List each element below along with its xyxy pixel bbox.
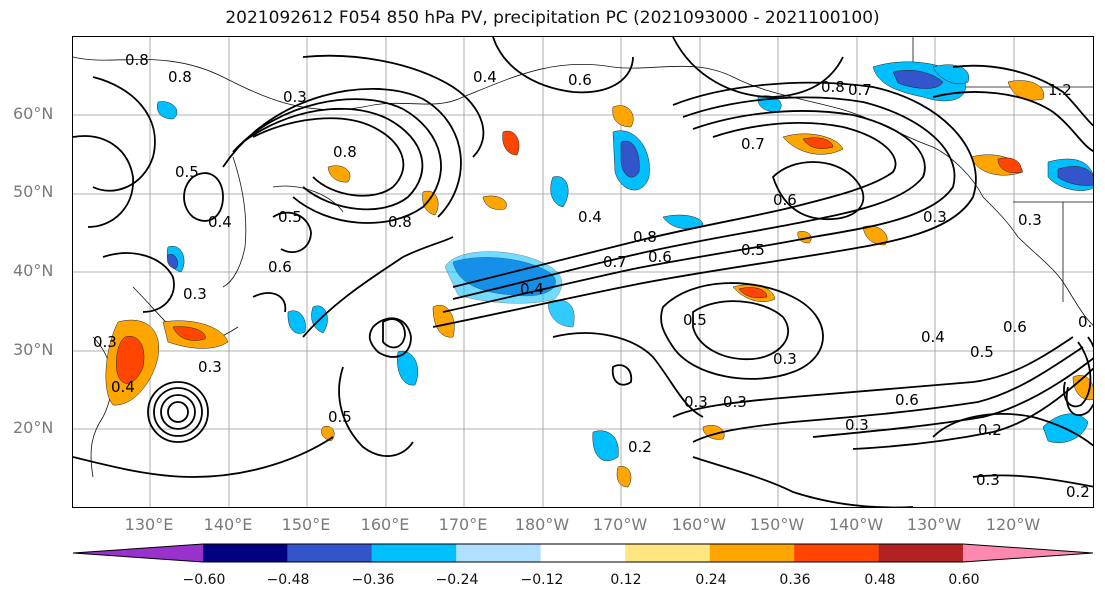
contour-label: 0.5 [278, 208, 302, 226]
contour-label: 0.6 [648, 248, 672, 266]
map-canvas: 0.8 0.8 0.4 0.6 1.2 0.8 0.7 0.3 0.8 0.7 … [73, 37, 1094, 507]
colorbar-cell [287, 544, 372, 562]
contour-label: 0.5 [970, 343, 994, 361]
lon-label-180w: 180°W [514, 515, 570, 534]
colorbar-cell [73, 544, 203, 562]
lat-label-30n: 30°N [13, 340, 54, 359]
contour-label: 0.8 [821, 78, 845, 96]
contour-label: 0.3 [684, 393, 708, 411]
contour-label: 0.5 [741, 241, 765, 259]
colorbar-tick-label: −0.24 [435, 572, 479, 588]
lon-label-130w: 130°W [906, 515, 962, 534]
lon-label-170e: 170°E [438, 515, 488, 534]
contour-labels: 0.8 0.8 0.4 0.6 1.2 0.8 0.7 0.3 0.8 0.7 … [93, 51, 1094, 501]
contour-label: 0.6 [1003, 318, 1027, 336]
contour-label: 0.3 [93, 333, 117, 351]
colorbar-tick-label: −0.48 [266, 572, 310, 588]
colorbar-tick-label: −0.12 [520, 572, 564, 588]
contour-label: 0.8 [333, 143, 357, 161]
colorbar-outline [72, 543, 1094, 563]
colorbar-cell [456, 544, 541, 562]
contour-label: 0.3 [183, 285, 207, 303]
contour-label: 0.6 [268, 258, 292, 276]
colorbar-cell [203, 544, 288, 562]
contour-label: 0.8 [125, 51, 149, 69]
colorbar-tick-label: −0.60 [182, 572, 226, 588]
contour-label: 0.6 [895, 391, 919, 409]
precipitation-shading [105, 61, 1093, 488]
graticule [73, 37, 1093, 507]
coastlines [73, 37, 1093, 478]
contour-label: 0.2 [1066, 483, 1090, 501]
lon-label-170w: 170°W [592, 515, 648, 534]
colorbar-cell [540, 544, 626, 562]
contour-label: 0.3 [1018, 211, 1042, 229]
contour-label: 0.8 [388, 213, 412, 231]
colorbar-tick-label: 0.36 [779, 572, 811, 588]
lon-label-120w: 120°W [985, 515, 1041, 534]
contour-label: 0.7 [741, 135, 765, 153]
contour-label: 0.4 [520, 280, 544, 298]
colorbar-tick-label: 0.48 [864, 572, 896, 588]
contour-label: 0.3 [923, 208, 947, 226]
colorbar-cell [709, 544, 795, 562]
lon-label-130e: 130°E [124, 515, 174, 534]
contour-label: 0.8 [633, 228, 657, 246]
contour-label: 0.5 [683, 311, 707, 329]
lon-label-160e: 160°E [360, 515, 410, 534]
contour-label: 0.8 [168, 68, 192, 86]
lon-label-150w: 150°W [749, 515, 805, 534]
contour-label: 0.4 [208, 213, 232, 231]
colorbar [72, 543, 1094, 563]
colorbar-tick-label: 0.24 [695, 572, 727, 588]
contour-label: 0.3 [283, 88, 307, 106]
colorbar-tick-label: 0.12 [610, 572, 642, 588]
colorbar-cell [625, 544, 710, 562]
lat-label-20n: 20°N [13, 418, 54, 437]
contour-label: 0.4 [111, 378, 135, 396]
contour-label: 0.7 [603, 253, 627, 271]
contour-label: 0.3 [773, 350, 797, 368]
contour-label: 0.3 [845, 416, 869, 434]
colorbar-tick-label: −0.36 [351, 572, 395, 588]
contour-label: 0.6 [773, 191, 797, 209]
colorbar-cell [963, 544, 1093, 562]
lon-label-150e: 150°E [281, 515, 331, 534]
map-title: 2021092612 F054 850 hPa PV, precipitatio… [225, 8, 880, 28]
contour-label: 0.6 [568, 71, 592, 89]
contour-label: 0.2 [628, 438, 652, 456]
colorbar-cells [72, 543, 1094, 563]
colorbar-tick-label: 0.60 [948, 572, 980, 588]
contour-label: 0.5 [175, 163, 199, 181]
contour-label: 0.4 [473, 68, 497, 86]
contour-label: 0.3 [723, 393, 747, 411]
contour-label: 1.2 [1048, 81, 1072, 99]
colorbar-cell [878, 544, 963, 562]
contour-label: 0.4 [578, 208, 602, 226]
colorbar-cell [794, 544, 879, 562]
map-panel: 0.8 0.8 0.4 0.6 1.2 0.8 0.7 0.3 0.8 0.7 … [72, 36, 1094, 508]
contour-label: 0.5 [328, 408, 352, 426]
lon-label-140w: 140°W [828, 515, 884, 534]
lon-label-140e: 140°E [203, 515, 253, 534]
lon-label-160w: 160°W [671, 515, 727, 534]
contour-label: 0.3 [976, 471, 1000, 489]
contour-label: 0.3 [198, 358, 222, 376]
contour-label: 0.4 [921, 328, 945, 346]
contour-label: 0.7 [848, 81, 872, 99]
colorbar-cell [371, 544, 457, 562]
lat-label-60n: 60°N [13, 104, 54, 123]
lat-label-50n: 50°N [13, 182, 54, 201]
contour-label: 0.2 [978, 421, 1002, 439]
pv-contours [73, 37, 1093, 507]
lat-label-40n: 40°N [13, 261, 54, 280]
contour-label: 0.2 [1078, 313, 1094, 331]
